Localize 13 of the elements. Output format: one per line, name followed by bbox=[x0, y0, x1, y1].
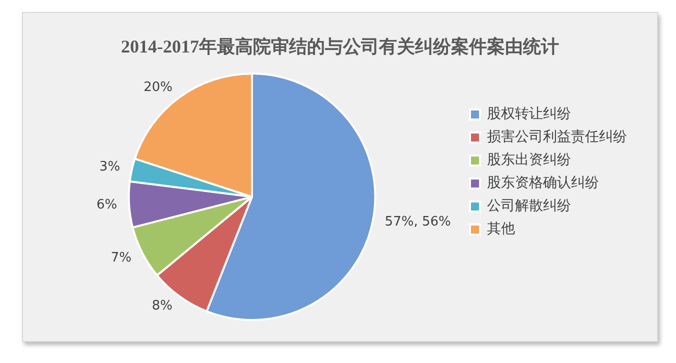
data-label: 8% bbox=[152, 298, 173, 314]
data-label: 7% bbox=[110, 250, 132, 266]
legend-label: 股东资格确认纠纷 bbox=[487, 175, 599, 192]
legend-label: 其他 bbox=[487, 221, 515, 238]
data-label: 3% bbox=[99, 160, 120, 175]
legend-label: 公司解散纠纷 bbox=[487, 198, 571, 214]
legend-label: 股权转让纠纷 bbox=[487, 106, 571, 122]
data-label: 57%, 56% bbox=[384, 214, 451, 230]
chart-title: 2014-2017年最高院审结的与公司有关纠纷案件案由统计 bbox=[121, 36, 559, 56]
data-label: 20% bbox=[144, 80, 173, 95]
legend-label: 损害公司利益责任纠纷 bbox=[487, 129, 627, 146]
legend-label: 股东出资纠纷 bbox=[487, 152, 571, 168]
data-label: 6% bbox=[96, 198, 118, 213]
